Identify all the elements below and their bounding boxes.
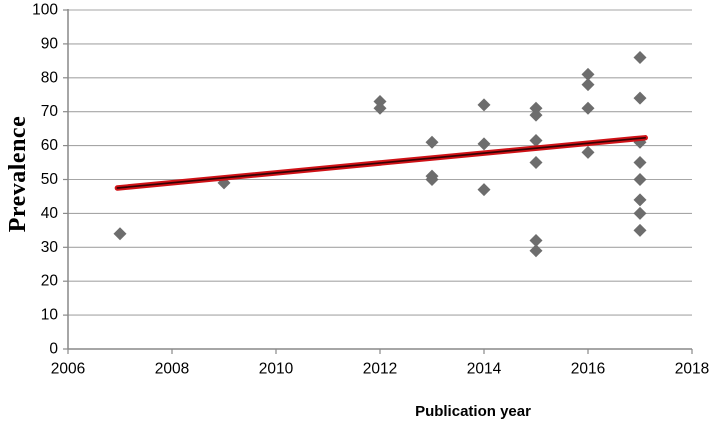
trend-line-core [116, 136, 647, 189]
y-tick-label: 100 [32, 2, 58, 19]
data-point [581, 78, 595, 92]
data-point [477, 183, 491, 197]
data-point [529, 134, 543, 148]
data-point [425, 135, 439, 149]
x-axis-title: Publication year [415, 403, 531, 420]
data-point [529, 108, 543, 122]
y-tick-label: 30 [41, 239, 59, 256]
data-point [633, 206, 647, 220]
y-tick-label: 50 [41, 171, 59, 188]
data-point [477, 137, 491, 151]
data-point [529, 234, 543, 248]
y-tick-label: 80 [41, 69, 59, 86]
data-point [373, 101, 387, 115]
data-point [529, 244, 543, 258]
x-tick-label: 2018 [675, 361, 709, 378]
data-point [581, 101, 595, 115]
y-tick-label: 0 [49, 341, 58, 358]
x-tick-label: 2012 [363, 361, 397, 378]
data-point [529, 156, 543, 170]
x-tick-label: 2006 [51, 361, 85, 378]
y-tick-label: 40 [41, 205, 59, 222]
data-point [425, 173, 439, 186]
y-tick-label: 20 [41, 273, 59, 290]
x-tick-label: 2010 [259, 361, 294, 378]
data-point [477, 98, 491, 112]
data-point [633, 91, 647, 105]
y-tick-label: 70 [41, 103, 59, 120]
y-tick-label: 90 [41, 35, 59, 52]
data-point [529, 101, 543, 115]
y-tick-label: 60 [41, 137, 59, 154]
data-point [633, 193, 647, 207]
data-point [633, 50, 647, 64]
data-point [113, 227, 127, 241]
data-point [633, 156, 647, 170]
data-point [633, 223, 647, 237]
x-tick-label: 2016 [571, 361, 605, 378]
data-point [373, 95, 387, 109]
data-point [581, 67, 595, 81]
x-tick-label: 2008 [155, 361, 189, 378]
y-axis-title: Prevalence [5, 115, 31, 233]
data-point [633, 173, 647, 186]
x-tick-label: 2014 [467, 361, 502, 378]
data-point [581, 145, 595, 159]
y-tick-label: 10 [41, 307, 59, 324]
